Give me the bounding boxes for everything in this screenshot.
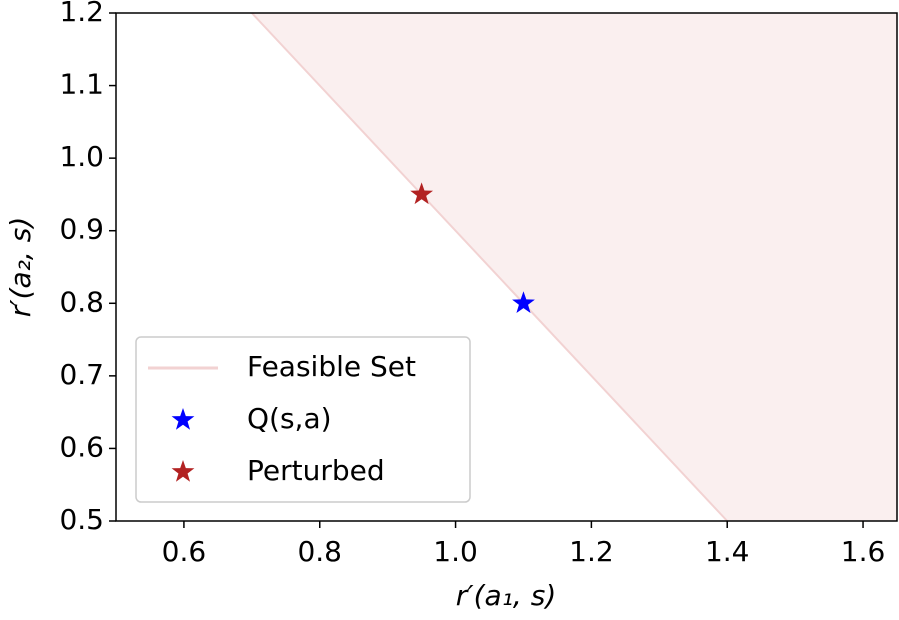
y-tick-label: 0.7 (59, 358, 104, 391)
x-tick-label: 1.4 (705, 535, 750, 568)
y-tick-label: 1.2 (59, 0, 104, 28)
star-marker (512, 291, 535, 313)
legend-swatch (171, 408, 195, 430)
legend-label: Perturbed (247, 454, 385, 487)
x-tick-label: 1.2 (569, 535, 614, 568)
y-tick-label: 1.0 (59, 140, 104, 173)
x-tick-label: 0.8 (297, 535, 342, 568)
x-tick-label: 1.0 (433, 535, 478, 568)
x-axis-label: r′(a₁, s) (456, 579, 557, 612)
y-tick-label: 0.8 (59, 285, 104, 318)
legend-label: Q(s,a) (247, 402, 332, 435)
y-axis-label: r′(a₂, s) (4, 217, 37, 318)
y-tick-label: 1.1 (59, 68, 104, 101)
y-tick-label: 0.5 (59, 503, 104, 536)
y-tick-label: 0.9 (59, 213, 104, 246)
axes-frame (115, 12, 898, 522)
legend: Feasible Set Q(s,a) Perturbed (135, 336, 471, 503)
star-marker (410, 182, 434, 205)
y-tick-label: 0.6 (59, 430, 104, 463)
legend-label: Feasible Set (247, 350, 416, 383)
feasible-region (251, 13, 898, 521)
x-tick-label: 1.6 (841, 535, 886, 568)
x-tick-label: 0.6 (162, 535, 207, 568)
series-line (251, 12, 728, 522)
legend-box (135, 336, 471, 503)
legend-swatch (171, 460, 195, 482)
